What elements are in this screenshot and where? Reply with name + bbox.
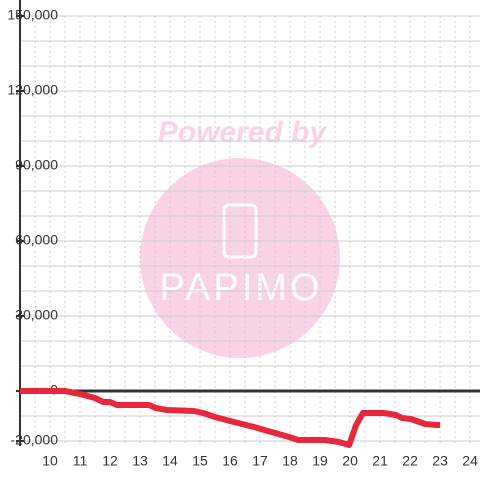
x-tick-label: 14 — [162, 453, 178, 469]
y-tick-label: 120,000 — [7, 82, 58, 98]
x-tick-label: 22 — [402, 453, 418, 469]
watermark-caption: Powered by — [158, 116, 328, 149]
x-tick-label: 18 — [282, 453, 298, 469]
x-tick-label: 15 — [192, 453, 208, 469]
x-tick-label: 19 — [312, 453, 328, 469]
x-tick-label: 17 — [252, 453, 268, 469]
x-tick-label: 23 — [432, 453, 448, 469]
x-tick-label: 10 — [42, 453, 58, 469]
x-tick-label: 16 — [222, 453, 238, 469]
x-tick-label: 20 — [342, 453, 358, 469]
y-tick-label: 90,000 — [15, 157, 58, 173]
x-tick-label: 13 — [132, 453, 148, 469]
line — [20, 388, 441, 448]
watermark-phone — [222, 203, 258, 259]
x-tick-label: 11 — [73, 453, 88, 469]
y-tick-label: 150,000 — [7, 7, 58, 23]
y-tick-label: 30,000 — [15, 307, 58, 323]
y-tick-label: -20,000 — [11, 432, 59, 448]
x-tick-label: 24 — [462, 453, 478, 469]
y-tick-label: 60,000 — [15, 232, 58, 248]
x-tick-label: 12 — [102, 453, 118, 469]
x-tick-label: 21 — [372, 453, 388, 469]
watermark-logo: PAPIMO — [160, 267, 323, 309]
